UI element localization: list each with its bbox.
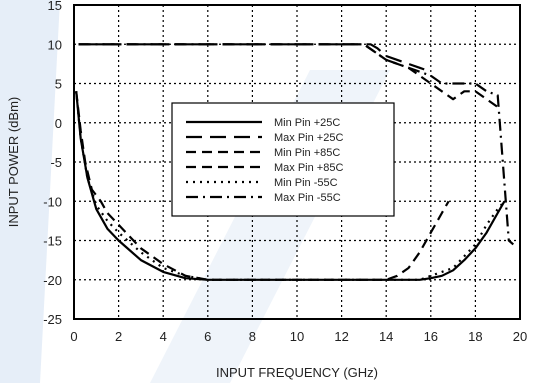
y-tick-label: 0 — [55, 116, 62, 131]
x-tick-label: 0 — [70, 329, 77, 344]
x-tick-label: 12 — [334, 329, 348, 344]
y-tick-label: 10 — [48, 37, 62, 52]
legend-label: Min Pin -55C — [274, 177, 338, 189]
legend-items: Min Pin +25C Max Pin +25C Min Pin +85C Max … — [186, 117, 343, 204]
watermark-band — [0, 0, 60, 383]
x-axis-label: INPUT FREQUENCY (GHz) — [216, 365, 378, 380]
y-tick-label: -5 — [50, 155, 62, 170]
series-line-5 — [75, 91, 506, 281]
x-tick-label: 6 — [204, 329, 211, 344]
x-tick-label: 18 — [468, 329, 482, 344]
legend-label: Max Pin +85C — [274, 162, 343, 174]
x-tick-label: 8 — [249, 329, 256, 344]
y-axis-label: INPUT POWER (dBm) — [6, 97, 21, 228]
legend-label: Min Pin +25C — [274, 117, 340, 129]
legend-label: Max Pin -55C — [274, 192, 341, 204]
legend: Min Pin +25C Max Pin +25C Min Pin +85C Max … — [171, 102, 395, 217]
tick-labels: 0 2 4 6 8 10 12 14 16 18 20 15 10 5 0 -5 -10 -15 -20 -25 — [43, 0, 527, 344]
x-tick-label: 10 — [290, 329, 304, 344]
x-tick-label: 14 — [379, 329, 393, 344]
y-tick-label: -10 — [43, 194, 62, 209]
x-tick-label: 2 — [115, 329, 122, 344]
series-line-3 — [75, 91, 450, 281]
x-tick-label: 4 — [160, 329, 167, 344]
legend-label: Min Pin +85C — [274, 147, 340, 159]
y-tick-label: -15 — [43, 234, 62, 249]
series-line-4 — [78, 43, 499, 108]
x-tick-label: 20 — [513, 329, 527, 344]
series-lines — [75, 43, 515, 281]
y-tick-label: 15 — [48, 0, 62, 13]
series-line-2 — [78, 43, 432, 73]
legend-label: Max Pin +25C — [274, 132, 343, 144]
y-tick-label: -25 — [43, 312, 62, 327]
series-line-6 — [78, 43, 515, 246]
y-tick-label: -20 — [43, 273, 62, 288]
x-tick-label: 16 — [424, 329, 438, 344]
y-tick-label: 5 — [55, 77, 62, 92]
plot-frame — [73, 4, 521, 320]
